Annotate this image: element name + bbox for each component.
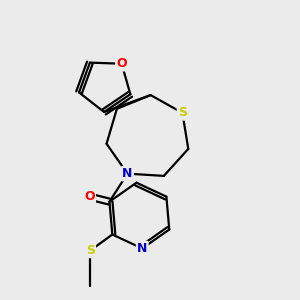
Text: N: N	[137, 242, 147, 255]
Text: S: S	[86, 244, 95, 257]
Text: S: S	[178, 106, 187, 119]
Text: O: O	[84, 190, 95, 203]
Text: N: N	[122, 167, 133, 180]
Text: O: O	[116, 57, 127, 70]
